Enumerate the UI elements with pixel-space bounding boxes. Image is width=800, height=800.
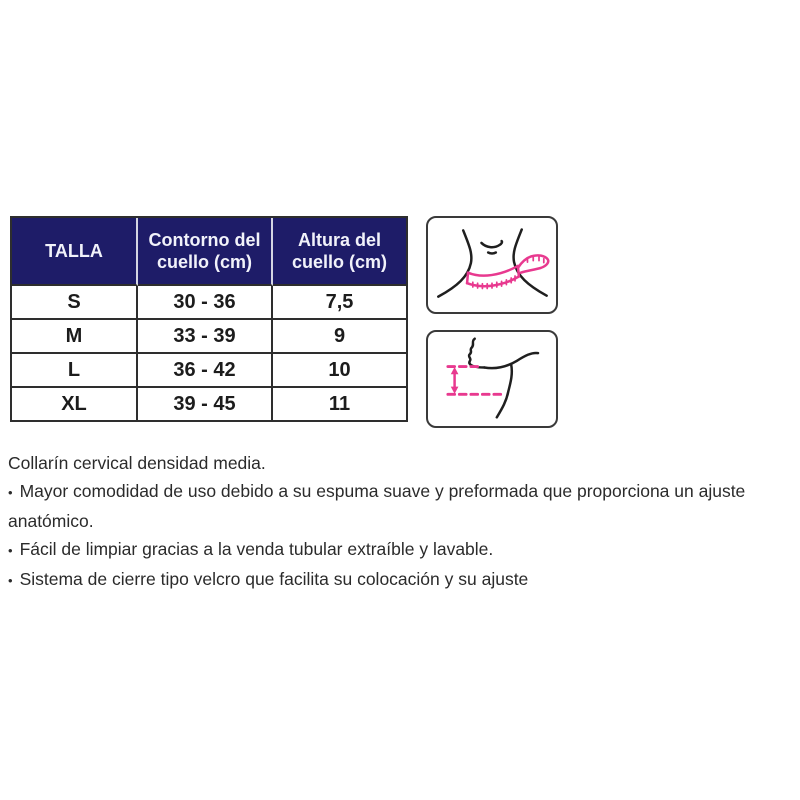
description-bullet-3: • Sistema de cierre tipo velcro que facil… — [8, 565, 796, 595]
table-row-m: M 33 - 39 9 — [12, 320, 408, 354]
size-table: TALLA Contorno del cuello (cm) Altura de… — [10, 216, 408, 422]
table-row-l: L 36 - 42 10 — [12, 354, 408, 388]
neck-height-arrow-icon — [446, 337, 540, 419]
header-talla: TALLA — [12, 218, 138, 286]
table-row-s: S 30 - 36 7,5 — [12, 286, 408, 320]
contour-cell: 33 - 39 — [138, 320, 273, 354]
contour-cell: 36 - 42 — [138, 354, 273, 388]
size-table-header-row: TALLA Contorno del cuello (cm) Altura de… — [12, 218, 408, 286]
height-cell: 10 — [273, 354, 408, 388]
description-title: Collarín cervical densidad media. — [8, 449, 796, 477]
contour-cell: 39 - 45 — [138, 388, 273, 422]
description-bullet-1: • Mayor comodidad de uso debido a su espu… — [8, 477, 796, 535]
bullet-icon: • — [8, 485, 13, 500]
bullet-text: Fácil de limpiar gracias a la venda tubu… — [19, 539, 494, 559]
neck-circumference-figure — [426, 216, 558, 314]
bullet-text: Mayor comodidad de uso debido a su espum… — [8, 481, 746, 531]
height-cell: 11 — [273, 388, 408, 422]
height-cell: 9 — [273, 320, 408, 354]
neck-height-figure — [426, 330, 558, 428]
table-row-xl: XL 39 - 45 11 — [12, 388, 408, 422]
size-table-header: TALLA Contorno del cuello (cm) Altura de… — [12, 218, 408, 286]
size-cell: S — [12, 286, 138, 320]
size-table-body: S 30 - 36 7,5 M 33 - 39 9 L 36 - 42 10 X… — [12, 286, 408, 422]
description-title-text: Collarín cervical densidad media. — [8, 453, 266, 473]
bullet-icon: • — [8, 543, 13, 558]
height-cell: 7,5 — [273, 286, 408, 320]
size-cell: L — [12, 354, 138, 388]
bullet-text: Sistema de cierre tipo velcro que facili… — [19, 569, 529, 589]
size-cell: XL — [12, 388, 138, 422]
header-contorno: Contorno del cuello (cm) — [138, 218, 273, 286]
bullet-icon: • — [8, 573, 13, 588]
product-description: Collarín cervical densidad media. • Mayor… — [8, 449, 796, 595]
contour-cell: 30 - 36 — [138, 286, 273, 320]
description-bullet-2: • Fácil de limpiar gracias a la venda tub… — [8, 535, 796, 565]
size-cell: M — [12, 320, 138, 354]
neck-circumference-measuring-tape-icon — [437, 228, 550, 298]
header-altura: Altura del cuello (cm) — [273, 218, 408, 286]
